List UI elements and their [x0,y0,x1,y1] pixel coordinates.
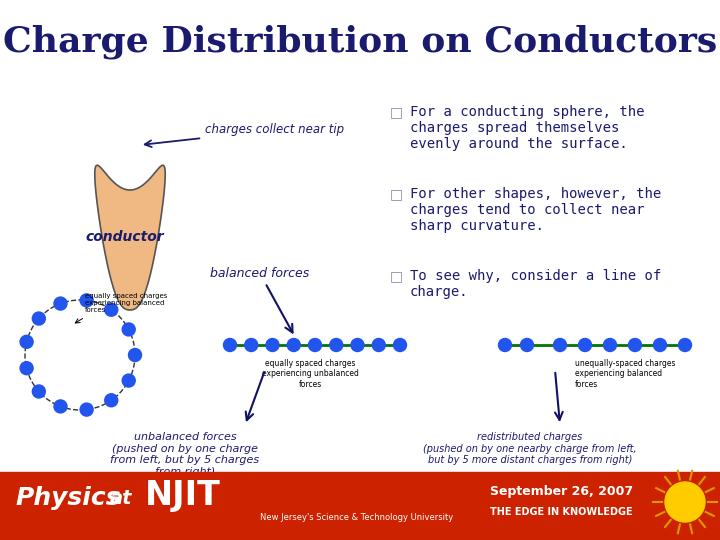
Circle shape [665,482,705,522]
Text: New Jersey's Science & Technology University: New Jersey's Science & Technology Univer… [260,514,454,523]
Circle shape [80,403,93,416]
Text: unequally-spaced charges
experiencing balanced
forces: unequally-spaced charges experiencing ba… [575,359,675,389]
Circle shape [54,297,67,310]
Text: at: at [110,489,132,508]
Circle shape [629,339,642,352]
Circle shape [223,339,236,352]
Circle shape [330,339,343,352]
Text: equally spaced charges
experiencing unbalanced
forces: equally spaced charges experiencing unba… [261,359,359,389]
Text: For a conducting sphere, the
charges spread themselves
evenly around the surface: For a conducting sphere, the charges spr… [410,105,644,151]
Circle shape [20,362,33,375]
Circle shape [80,294,93,307]
Circle shape [122,323,135,336]
Text: conductor: conductor [86,230,164,244]
Circle shape [351,339,364,352]
Circle shape [654,339,667,352]
Circle shape [245,339,258,352]
Circle shape [554,339,567,352]
Text: For other shapes, however, the
charges tend to collect near
sharp curvature.: For other shapes, however, the charges t… [410,187,661,233]
Circle shape [122,374,135,387]
Circle shape [104,394,118,407]
Circle shape [32,312,45,325]
Text: balanced forces: balanced forces [210,267,310,333]
Text: equally spaced charges
experiencing balanced
forces: equally spaced charges experiencing bala… [85,293,167,313]
Circle shape [578,339,592,352]
Circle shape [603,339,616,352]
Text: □: □ [390,187,403,201]
Circle shape [266,339,279,352]
Text: NJIT: NJIT [145,480,221,512]
Polygon shape [95,165,165,310]
Text: Physics: Physics [15,486,121,510]
Circle shape [54,400,67,413]
Circle shape [308,339,322,352]
Text: unbalanced forces
(pushed on by one charge
from left, but by 5 charges
from righ: unbalanced forces (pushed on by one char… [110,432,260,477]
Text: THE EDGE IN KNOWLEDGE: THE EDGE IN KNOWLEDGE [490,507,633,517]
Text: □: □ [390,269,403,283]
Circle shape [394,339,407,352]
Text: charges collect near tip: charges collect near tip [145,124,344,147]
Circle shape [20,335,33,348]
Circle shape [287,339,300,352]
Circle shape [521,339,534,352]
Text: □: □ [390,105,403,119]
Circle shape [498,339,511,352]
Text: To see why, consider a line of
charge.: To see why, consider a line of charge. [410,269,661,299]
Circle shape [104,303,118,316]
Circle shape [128,348,142,361]
Text: Charge Distribution on Conductors: Charge Distribution on Conductors [3,25,717,59]
Circle shape [372,339,385,352]
Circle shape [32,385,45,398]
Text: redistributed charges
(pushed on by one nearby charge from left,
but by 5 more d: redistributed charges (pushed on by one … [423,432,636,465]
Circle shape [678,339,691,352]
Bar [0,472,720,540]
Text: September 26, 2007: September 26, 2007 [490,485,633,498]
